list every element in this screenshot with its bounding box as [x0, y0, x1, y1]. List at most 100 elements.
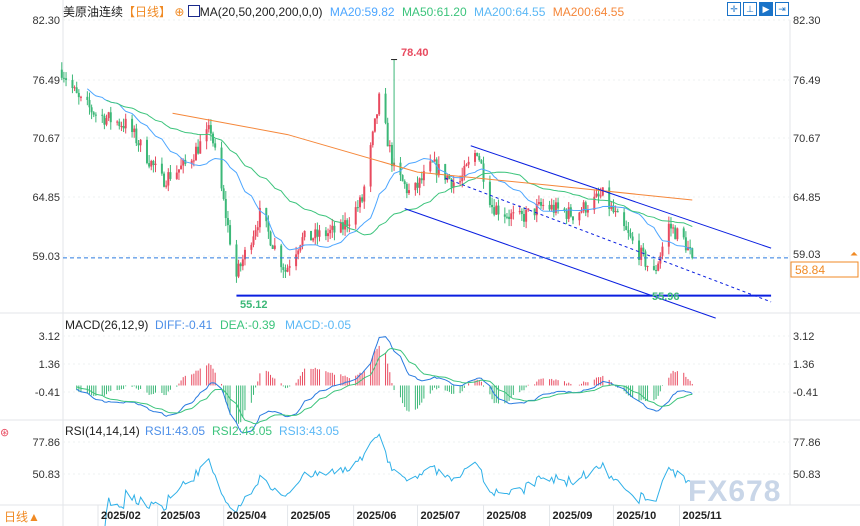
candle: [689, 246, 692, 249]
scroll-up-icon[interactable]: ⏶: [850, 249, 858, 260]
candle: [523, 213, 525, 222]
candle: [431, 161, 434, 163]
candle: [446, 175, 449, 181]
candle: [124, 118, 127, 129]
candle: [503, 214, 506, 217]
candle: [101, 114, 104, 116]
candle: [301, 237, 304, 246]
candle: [691, 248, 694, 258]
candle: [569, 207, 572, 217]
candle: [474, 153, 477, 162]
candle: [482, 163, 485, 182]
candle: [552, 204, 555, 213]
exit-button[interactable]: ⇥: [775, 2, 789, 16]
candle: [145, 139, 148, 164]
candle: [497, 205, 500, 215]
diff-line: [76, 336, 693, 434]
x-axis-label: 2025/07: [421, 510, 461, 522]
macd-tick: 1.36: [39, 359, 60, 371]
candle: [567, 207, 570, 219]
indicator-icon[interactable]: [187, 5, 200, 17]
candle: [674, 227, 677, 240]
high-label: 78.40: [401, 47, 429, 59]
candle: [638, 240, 641, 260]
x-axis-label: 2025/10: [616, 510, 656, 522]
range-button[interactable]: ⊥: [743, 2, 757, 16]
candle: [107, 112, 110, 119]
price-tick: 76.49: [793, 75, 821, 87]
candle: [542, 204, 545, 206]
candle: [282, 267, 285, 270]
candle: [197, 146, 200, 154]
candle: [684, 237, 687, 251]
candle: [518, 210, 521, 213]
macd-tick: 3.12: [39, 331, 60, 343]
symbol-name: 美原油连续: [63, 5, 124, 19]
candle: [288, 266, 291, 268]
candle: [593, 196, 596, 210]
candle: [452, 182, 455, 188]
candle: [165, 185, 168, 187]
macd-tick: -0.41: [35, 387, 60, 399]
candle: [525, 209, 528, 222]
candle: [118, 121, 121, 127]
candle: [537, 201, 540, 205]
candle: [667, 223, 670, 247]
ma50-line: [106, 99, 693, 236]
candle: [258, 207, 261, 228]
candle: [491, 204, 494, 208]
play-button[interactable]: ▶: [759, 2, 773, 16]
candle: [94, 114, 97, 116]
candle: [299, 245, 302, 251]
period-footer[interactable]: 日线▲: [4, 510, 40, 524]
x-axis-label: 2025/04: [227, 510, 268, 522]
candle: [676, 228, 679, 240]
candle: [378, 93, 381, 115]
candle: [65, 78, 68, 81]
candle: [450, 178, 453, 188]
low-label-2: 55.96: [652, 291, 680, 303]
x-axis-label: 2025/05: [291, 510, 331, 522]
candle: [508, 216, 511, 220]
macd-value: MACD:-0.05: [285, 318, 351, 332]
candle: [192, 160, 195, 162]
x-axis-label: 2025/09: [553, 510, 593, 522]
candle: [597, 193, 600, 197]
period-selector[interactable]: 【日线】: [123, 5, 172, 19]
candle: [388, 145, 391, 147]
add-indicator-icon[interactable]: ⊕: [174, 5, 185, 19]
trendline: [445, 177, 772, 303]
target-icon[interactable]: ⊛: [0, 427, 9, 439]
candle: [420, 178, 423, 181]
candle: [346, 220, 349, 226]
price-tick: 59.03: [32, 251, 60, 263]
rsi-tick: 77.86: [32, 437, 60, 449]
candle: [303, 230, 306, 238]
candle: [77, 92, 80, 98]
candle: [75, 87, 78, 93]
low-label-1: 55.12: [240, 299, 268, 311]
watermark: FX678: [688, 475, 781, 508]
indicator-name[interactable]: MA(20,50,200,200,0,0): [199, 5, 323, 19]
candle: [548, 204, 551, 210]
candle: [131, 118, 134, 133]
macd-title: MACD(26,12,9): [65, 318, 148, 332]
candle: [177, 169, 180, 173]
candle: [295, 254, 298, 267]
candle: [348, 224, 351, 226]
price-tick: 64.85: [793, 192, 821, 204]
candle: [627, 229, 630, 233]
candle: [212, 133, 215, 144]
rsi-line: [104, 433, 693, 526]
candle: [207, 125, 210, 130]
candle: [414, 182, 417, 191]
candle: [329, 229, 332, 234]
candle: [220, 147, 223, 189]
candle: [190, 160, 193, 164]
candle: [241, 259, 244, 267]
candle: [222, 188, 225, 200]
candle: [623, 212, 626, 227]
candle: [133, 128, 136, 133]
crosshair-button[interactable]: ✛: [727, 2, 741, 16]
